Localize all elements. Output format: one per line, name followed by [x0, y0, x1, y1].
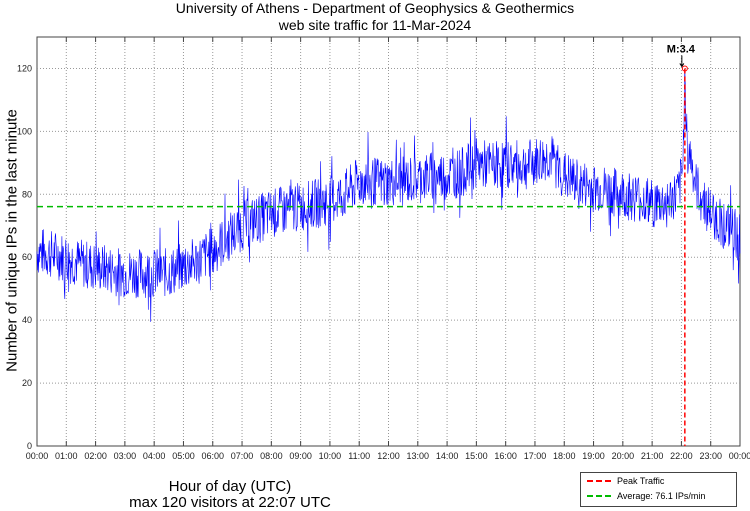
peak-marker	[681, 65, 688, 72]
y-tick-label: 0	[27, 441, 32, 451]
x-tick-label: 22:00	[670, 451, 693, 461]
legend-label: Average: 76.1 IPs/min	[617, 490, 706, 501]
x-axis-label: Hour of day (UTC)	[168, 478, 292, 495]
x-tick-label: 03:00	[114, 451, 137, 461]
x-tick-label: 19:00	[582, 451, 605, 461]
y-tick-label: 60	[22, 252, 32, 262]
x-tick-label: 04:00	[143, 451, 166, 461]
chart-subtitle: web site traffic for 11-Mar-2024	[278, 17, 472, 33]
x-tick-label: 17:00	[524, 451, 547, 461]
x-tick-label: 13:00	[407, 451, 430, 461]
legend-swatch	[587, 479, 611, 482]
x-tick-label: 00:00	[729, 451, 750, 461]
x-tick-label: 21:00	[641, 451, 664, 461]
x-tick-label: 12:00	[377, 451, 400, 461]
y-tick-label: 20	[22, 378, 32, 388]
x-tick-label: 00:00	[26, 451, 49, 461]
x-axis-sublabel: max 120 visitors at 22:07 UTC	[129, 494, 331, 511]
y-axis-label: Number of unique IPs in the last minute	[3, 109, 21, 372]
peak-arrow-icon	[679, 55, 685, 68]
x-tick-label: 06:00	[201, 451, 224, 461]
legend-swatch	[587, 494, 611, 497]
x-tick-label: 20:00	[612, 451, 635, 461]
x-tick-label: 01:00	[55, 451, 78, 461]
x-tick-label: 09:00	[289, 451, 312, 461]
x-tick-label: 14:00	[436, 451, 459, 461]
x-tick-label: 11:00	[348, 451, 370, 461]
y-tick-label: 120	[17, 63, 32, 73]
legend-item-peak: Peak Traffic	[587, 473, 736, 488]
x-tick-label: 08:00	[260, 451, 283, 461]
legend-label: Peak Traffic	[617, 475, 665, 486]
x-tick-label: 02:00	[84, 451, 107, 461]
y-tick-label: 100	[17, 126, 32, 136]
x-tick-label: 05:00	[172, 451, 195, 461]
peak-label: M:3.4	[667, 43, 696, 55]
x-tick-label: 18:00	[553, 451, 576, 461]
x-tick-label: 07:00	[231, 451, 254, 461]
legend-item-average: Average: 76.1 IPs/min	[587, 488, 736, 503]
x-tick-label: 15:00	[465, 451, 488, 461]
traffic-line	[36, 68, 741, 322]
legend: Peak Traffic Average: 76.1 IPs/min	[580, 472, 737, 507]
x-tick-label: 16:00	[494, 451, 517, 461]
y-tick-label: 80	[22, 189, 32, 199]
x-tick-label: 10:00	[319, 451, 342, 461]
y-tick-label: 40	[22, 315, 32, 325]
x-tick-label: 23:00	[699, 451, 722, 461]
chart-title: University of Athens - Department of Geo…	[175, 0, 575, 16]
